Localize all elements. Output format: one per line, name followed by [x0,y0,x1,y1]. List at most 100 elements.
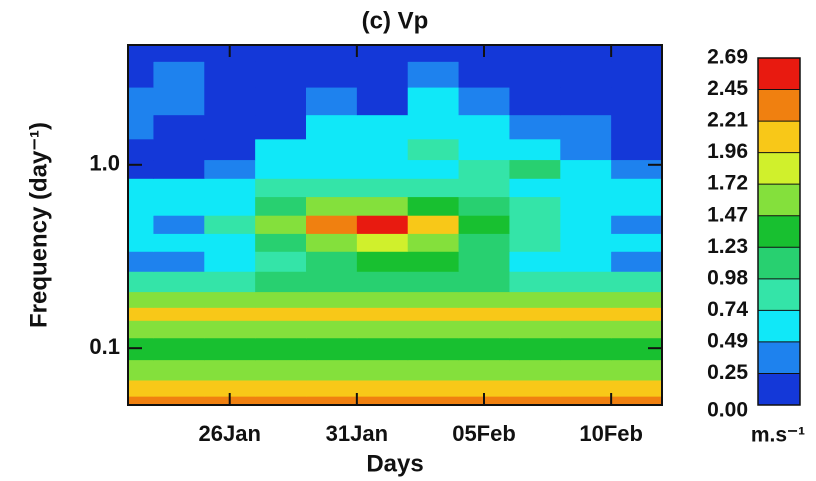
heat-cell [509,307,561,321]
heat-cell [356,114,409,140]
heat-cell [128,178,154,198]
colorbar-label: 0.98 [707,266,748,289]
heat-cell [509,45,561,62]
x-axis-label: Days [366,450,423,477]
heat-cell [306,138,358,161]
chart-title: (c) Vp [362,7,429,34]
heat-cell [255,379,307,397]
heat-cell [611,61,662,88]
colorbar-label: 1.23 [707,235,748,258]
heat-cell [509,291,561,308]
heat-cell [153,159,205,179]
heat-cell [458,379,510,397]
heat-cell [611,178,662,198]
heat-cell [560,45,612,62]
heat-cell [458,61,510,88]
heat-cell [128,61,154,88]
heat-cell [560,178,612,198]
heat-cell [356,307,409,321]
heat-cell [560,307,612,321]
heat-cell [509,196,561,216]
heat-cell [560,320,612,339]
heat-cell [407,233,460,252]
colorbar-label: 2.45 [707,77,748,100]
colorbar-unit: m.s⁻¹ [751,424,805,447]
heat-cell [458,291,510,308]
heat-cell [255,61,307,88]
heat-cell [560,359,612,381]
heat-cell [255,291,307,308]
heat-cell [458,215,510,234]
heat-cell [458,114,510,140]
heat-cell [509,61,561,88]
heat-cell [509,251,561,272]
heat-cell [560,61,612,88]
heat-cell [204,87,256,116]
heat-cell [458,320,510,339]
heat-cell [611,337,662,361]
heat-cell [560,337,612,361]
heat-cell [356,138,409,161]
heat-cell [255,178,307,198]
heat-cell [509,159,561,179]
heat-cell [407,320,460,339]
heat-cell [153,215,205,234]
heat-cell [128,233,154,252]
heat-cell [204,307,256,321]
colorbar-label: 1.72 [707,172,748,195]
colorbar-label: 2.69 [707,46,748,69]
x-tick-label: 26Jan [199,421,261,446]
heat-cell [306,61,358,88]
x-tick-label: 31Jan [326,421,388,446]
heat-cell [306,178,358,198]
heat-cell [153,138,205,161]
heat-cell [560,271,612,293]
heat-cell [153,291,205,308]
heat-cell [458,271,510,293]
heat-cell [560,196,612,216]
heat-cell [509,271,561,293]
heat-cell [128,87,154,116]
heat-cell [153,271,205,293]
heat-cell [458,178,510,198]
heat-cell [306,396,358,405]
heat-cell [407,291,460,308]
colorbar-bin [758,373,800,405]
heat-cell [128,379,154,397]
heat-cell [509,178,561,198]
heat-cell [255,196,307,216]
heat-cell [509,379,561,397]
colorbar-label: 1.47 [707,203,748,226]
colorbar-bin [758,215,800,248]
heat-cell [458,337,510,361]
y-axis-label: Frequency (day⁻¹) [25,122,52,328]
heat-cell [356,320,409,339]
heat-cell [458,196,510,216]
colorbar-label: 0.49 [707,329,748,352]
colorbar-label: 0.00 [707,399,748,422]
heat-cell [153,379,205,397]
heat-cell [356,337,409,361]
colorbar-bin [758,89,800,122]
heat-cell [407,61,460,88]
heat-cell [204,196,256,216]
heat-cell [306,45,358,62]
heat-cell [458,233,510,252]
heat-cell [255,159,307,179]
colorbar-bin [758,152,800,185]
heat-cell [356,178,409,198]
heat-cell [306,114,358,140]
plot-frame [127,44,663,406]
heat-cell [407,215,460,234]
heat-cell [204,379,256,397]
heat-cell [611,320,662,339]
heat-cell [153,87,205,116]
colorbar-bin [758,310,800,342]
heat-cell [204,61,256,88]
heat-cell [255,251,307,272]
heat-cell [128,271,154,293]
heat-cell [407,307,460,321]
y-tick-label: 0.1 [89,334,120,359]
heat-cell [255,215,307,234]
